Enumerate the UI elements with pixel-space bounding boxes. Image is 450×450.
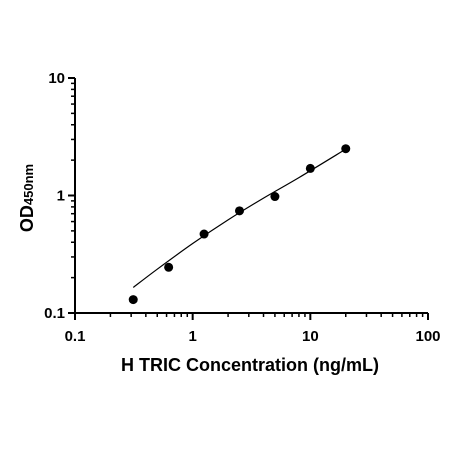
y-tick-label: 1 <box>57 188 65 205</box>
y-axis-title-main: OD <box>17 205 37 232</box>
y-axis-title-sub: 450nm <box>21 164 36 205</box>
data-point <box>199 229 209 239</box>
tick-marks <box>68 77 429 320</box>
x-tick-label: 1 <box>188 328 196 345</box>
tick-labels: 0.1 1 10 100 0.1 1 10 <box>44 70 440 345</box>
x-tick-label: 10 <box>302 328 319 345</box>
axes <box>74 78 428 314</box>
data-point <box>128 295 138 305</box>
x-axis-title: H TRIC Concentration (ng/mL) <box>121 355 379 375</box>
data-point <box>341 144 351 154</box>
data-point <box>164 262 174 272</box>
data-point <box>305 163 315 173</box>
fit-curve <box>132 148 347 288</box>
x-tick-label: 0.1 <box>65 328 86 345</box>
y-tick-label: 0.1 <box>44 305 65 322</box>
y-tick-label: 10 <box>48 70 65 87</box>
x-tick-label: 100 <box>415 328 440 345</box>
data-point <box>234 206 244 216</box>
data-point <box>270 192 280 202</box>
y-axis-title: OD450nm <box>17 164 37 232</box>
data-points <box>128 144 351 305</box>
